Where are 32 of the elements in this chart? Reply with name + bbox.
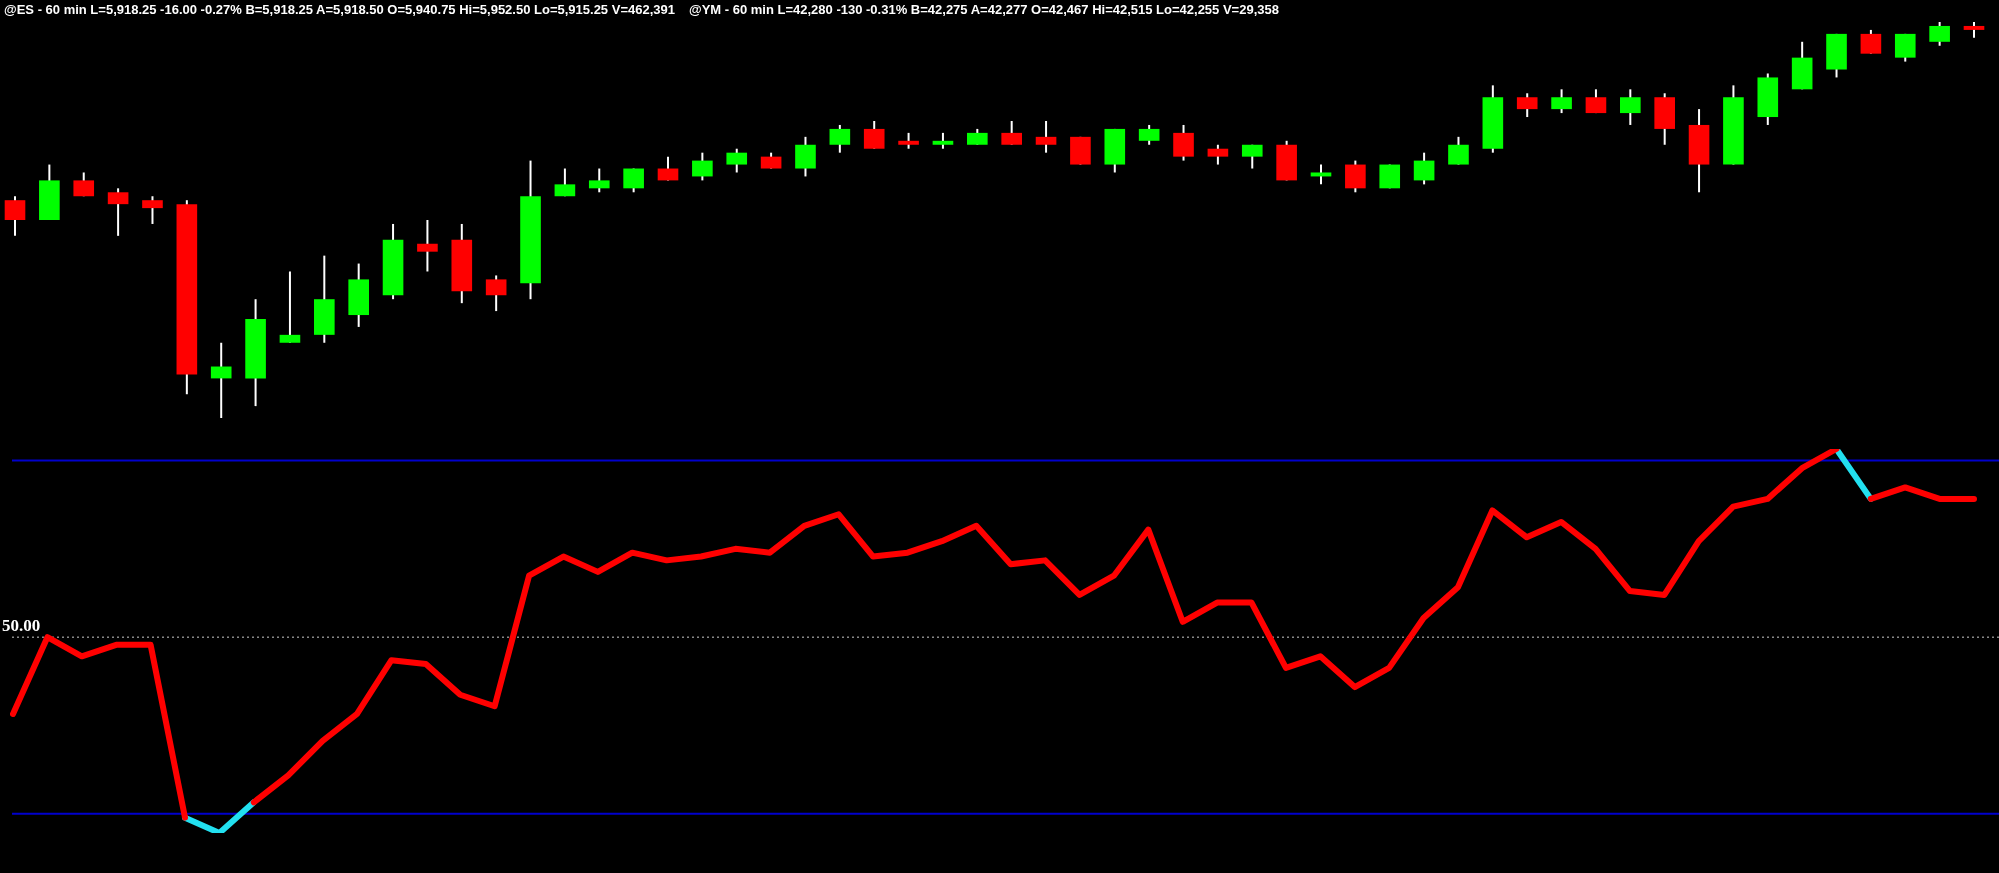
candlestick: [1413, 151, 1435, 186]
candlestick: [1620, 88, 1641, 126]
candlestick: [1345, 159, 1366, 194]
candlestick: [588, 167, 610, 194]
candlestick: [863, 120, 885, 150]
candlestick: [1138, 123, 1160, 146]
annotation: 50.00: [2, 616, 41, 636]
candlestick: [417, 219, 438, 273]
candlestick: [4, 195, 26, 237]
candlestick: [795, 135, 816, 178]
candlestick: [107, 187, 129, 237]
candlestick: [142, 195, 163, 225]
candlestick: [1310, 163, 1332, 186]
candlestick: [1001, 120, 1022, 146]
candlestick: [1448, 135, 1469, 166]
candlestick: [726, 147, 748, 174]
candlestick: [1035, 120, 1057, 154]
candlestick: [692, 151, 713, 182]
candlestick: [554, 167, 576, 198]
chart-title: @ES - 60 min L=5,918.25 -16.00 -0.27% B=5,918.25 A=5,918.50 O=5,940.75 Hi=5,952.50 Lo=5,915.25 V=462,391: [4, 2, 675, 17]
candlestick: [279, 270, 301, 344]
candlestick: [1929, 21, 1950, 47]
chart-subtitle: @YM - 60 min L=42,280 -130 -0.31% B=42,275 A=42,277 O=42,467 Hi=42,515 Lo=42,255 V=29,358: [688, 2, 1279, 17]
candlestick: [1894, 32, 1916, 63]
candlestick: [1551, 88, 1572, 115]
candlestick: [1207, 143, 1229, 166]
candlestick: [1860, 28, 1882, 55]
candlestick: [1173, 123, 1194, 162]
candlestick: [829, 123, 851, 154]
candlestick: [485, 274, 507, 313]
candlestick: [210, 341, 232, 419]
candlestick: [1516, 92, 1538, 119]
